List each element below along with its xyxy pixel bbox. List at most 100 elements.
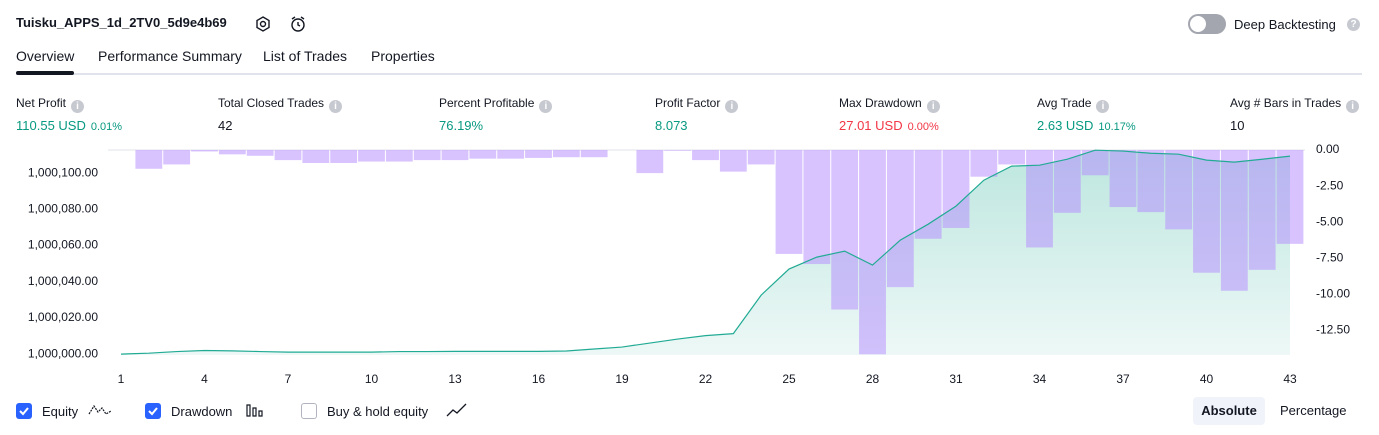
metric-value-row: 76.19% [439,118,552,133]
drawdown-bar [886,150,914,288]
metric-value-row: 27.01 USD 0.00% [839,118,940,133]
legend-label: Drawdown [171,404,233,419]
x-tick-label: 16 [532,372,546,386]
y2-tick-label: -12.50 [1316,323,1350,337]
drawdown-bar [1109,150,1137,208]
drawdown-bar [859,150,886,355]
tab[interactable]: Properties [371,48,435,64]
metric-label: Max Drawdown [839,96,922,110]
metric-label-row: Avg # Bars in Trades i [1230,94,1360,113]
drawdown-bar [1053,150,1081,213]
metric-label-row: Max Drawdown i [839,94,940,113]
mode-button[interactable]: Percentage [1280,403,1347,418]
y-tick-label: 1,000,100.00 [28,165,98,179]
info-icon[interactable]: i [725,100,739,113]
settings-icon[interactable] [254,15,272,33]
equity-line [120,149,1291,355]
strategy-title: Tuisku_APPS_1d_2TV0_5d9e4b69 [16,15,227,30]
x-tick-label: 34 [1033,372,1047,386]
metric-value-row: 8.073 [655,118,738,133]
mode-button[interactable]: Absolute [1193,397,1265,425]
metric-label: Avg Trade [1037,96,1092,110]
info-icon[interactable]: i [1096,100,1110,113]
info-icon[interactable]: i [539,100,553,113]
drawdown-bar [636,150,664,174]
y-tick-label: 1,000,040.00 [28,274,98,288]
metric-label: Total Closed Trades [218,96,325,110]
y2-tick-label: -10.00 [1316,287,1350,301]
drawdown-bar [692,150,719,161]
tab[interactable]: Overview [16,48,75,64]
drawdown-bar [330,150,358,163]
y-tick-label: 1,000,020.00 [28,310,98,324]
drawdown-bar [719,150,747,172]
metric-value: 8.073 [655,118,688,133]
x-tick-label: 40 [1200,372,1214,386]
drawdown-bar [385,150,413,162]
y-tick-label: 1,000,080.00 [28,202,98,216]
drawdown-bar [218,150,246,155]
buy-hold-icon [446,403,467,417]
help-icon[interactable]: ? [1347,18,1360,31]
drawdown-bar [1165,150,1193,230]
drawdown-bar [302,150,330,163]
drawdown-bar [1193,150,1220,273]
y2-tick-label: -7.50 [1316,250,1344,264]
info-icon[interactable]: i [71,100,85,113]
drawdown-bar [1026,150,1053,248]
drawdown-bar [1081,150,1109,176]
deep-backtesting-toggle[interactable] [1188,14,1226,34]
info-icon[interactable]: i [329,100,343,113]
metric-label: Percent Profitable [439,96,535,110]
metric: Net Profit i 110.55 USD 0.01% [16,94,122,133]
drawdown-bar [135,150,163,169]
metric-label: Profit Factor [655,96,721,110]
x-tick-label: 37 [1116,372,1130,386]
alert-icon[interactable] [288,14,308,34]
drawdown-bar [1220,150,1248,291]
info-icon[interactable]: i [926,100,940,113]
drawdown-bar [1248,150,1276,270]
metric-value-row: 2.63 USD 10.17% [1037,118,1136,133]
metric: Total Closed Trades i 42 [218,94,343,133]
metric-percent: 0.00% [907,121,939,133]
metric: Max Drawdown i 27.01 USD 0.00% [839,94,940,133]
x-tick-label: 7 [285,372,292,386]
y-tick-label: 1,000,000.00 [28,346,98,360]
legend-label: Equity [42,404,79,419]
metric: Avg # Bars in Trades i 10 [1230,94,1360,133]
x-tick-label: 19 [615,372,629,386]
x-tick-label: 22 [699,372,713,386]
metric-value-row: 110.55 USD 0.01% [16,118,122,133]
metric-value: 76.19% [439,118,484,133]
drawdown-bar [664,150,692,151]
tab[interactable]: Performance Summary [98,48,242,64]
equity-checkbox[interactable] [16,403,32,419]
legend-label: Buy & hold equity [327,404,429,419]
metric: Profit Factor i 8.073 [655,94,739,133]
metric-label-row: Avg Trade i [1037,94,1136,113]
drawdown-bar [775,150,803,254]
equity-area [121,150,1290,355]
tab[interactable]: List of Trades [263,48,348,64]
buy-hold-checkbox[interactable] [301,403,317,419]
info-icon[interactable]: i [1346,100,1360,113]
metric-value: 110.55 USD [16,118,86,133]
drawdown-bar [747,150,775,165]
drawdown-bar [497,150,525,159]
x-tick-label: 31 [949,372,963,386]
metric-value: 10 [1230,118,1245,133]
metric-label-row: Profit Factor i [655,94,739,113]
metric-value: 27.01 USD [839,118,903,133]
drawdown-bar [246,150,274,156]
drawdown-bar [525,150,552,158]
drawdown-bar [803,150,831,265]
drawdown-bar [1137,150,1165,213]
drawdown-checkbox[interactable] [145,403,161,419]
toggle-label: Deep Backtesting [1234,17,1336,32]
x-tick-label: 1 [118,372,125,386]
drawdown-bar [914,150,942,239]
drawdown-bar [831,150,859,310]
